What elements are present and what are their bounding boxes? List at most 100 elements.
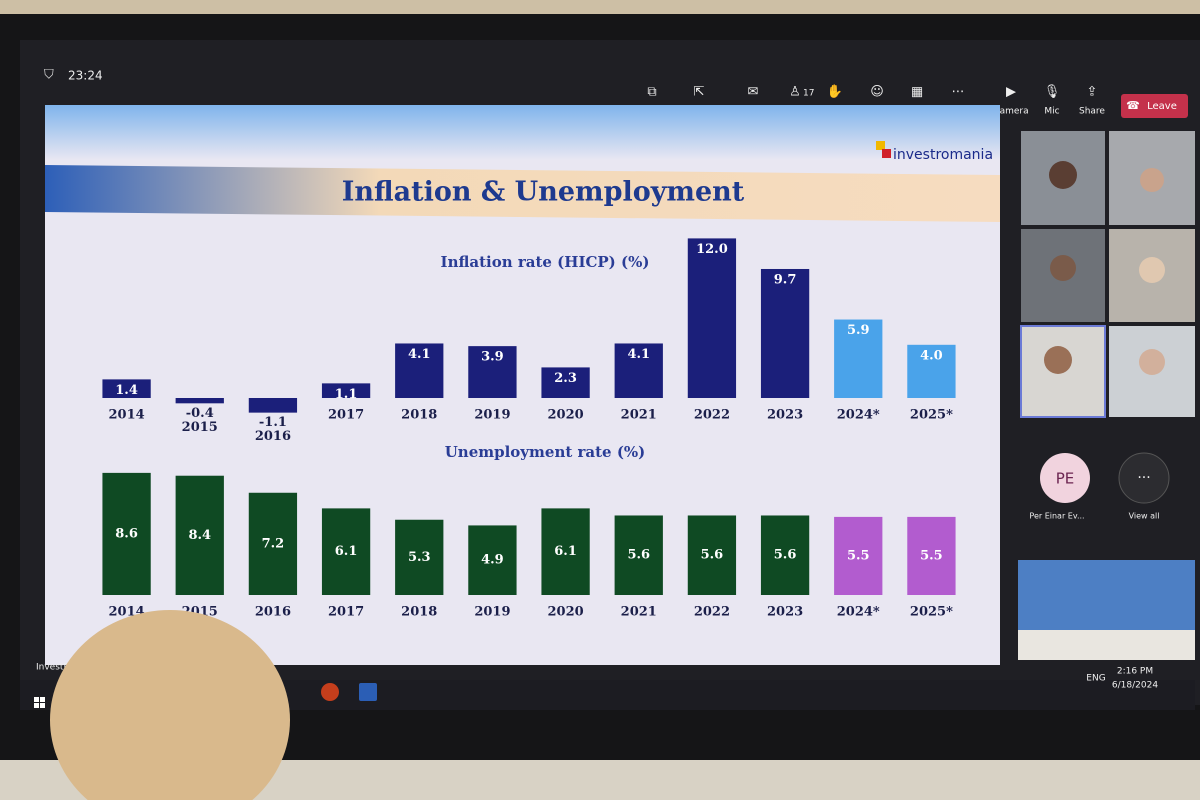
bar bbox=[248, 492, 298, 595]
category-label: 2017 bbox=[328, 408, 364, 423]
meeting-time: 23:24 bbox=[68, 69, 103, 83]
category-label: 2016 bbox=[255, 429, 291, 444]
leave-button[interactable] bbox=[1121, 94, 1188, 118]
bar bbox=[760, 515, 810, 595]
wall-top bbox=[0, 0, 1200, 14]
category-label: 2020 bbox=[547, 605, 583, 620]
bar bbox=[834, 319, 883, 398]
start-icon[interactable] bbox=[40, 697, 45, 702]
word-icon[interactable] bbox=[359, 683, 377, 701]
bar bbox=[175, 398, 224, 404]
bar bbox=[468, 346, 517, 398]
category-label: 2022 bbox=[694, 605, 730, 620]
value-label: 5.6 bbox=[627, 548, 650, 563]
value-label: 2.3 bbox=[554, 371, 577, 386]
people-count: 17 bbox=[803, 89, 814, 99]
bar bbox=[175, 475, 224, 595]
category-label: 2025* bbox=[910, 605, 953, 620]
value-label: 5.9 bbox=[847, 323, 870, 338]
more-icon: ··· bbox=[1137, 470, 1150, 486]
bar bbox=[321, 508, 371, 595]
toolbar-icon: ⇪ bbox=[1087, 85, 1098, 100]
start-icon[interactable] bbox=[40, 703, 45, 708]
toolbar-icon: ⧉ bbox=[647, 85, 656, 100]
bar bbox=[907, 516, 956, 595]
bar bbox=[102, 379, 151, 398]
person bbox=[1139, 349, 1165, 375]
person bbox=[1139, 257, 1165, 283]
toolbar-icon: ▶ bbox=[1006, 85, 1016, 100]
toolbar-label[interactable]: Mic bbox=[1044, 107, 1059, 117]
toolbar-icon: ✋ bbox=[827, 84, 843, 100]
category-label: 2018 bbox=[401, 408, 437, 423]
value-label: 5.6 bbox=[774, 548, 797, 563]
value-label: 9.7 bbox=[774, 272, 797, 287]
category-label: 2025* bbox=[910, 408, 953, 423]
value-label: 3.9 bbox=[481, 350, 504, 365]
logo: investromania bbox=[893, 147, 993, 163]
toolbar-label[interactable]: Camera bbox=[993, 107, 1028, 117]
person bbox=[1049, 161, 1077, 189]
logo-mark bbox=[876, 141, 885, 150]
shield-icon: ⛉ bbox=[44, 68, 54, 83]
value-label: 4.0 bbox=[920, 348, 943, 363]
category-label: 2021 bbox=[621, 408, 657, 423]
bar bbox=[395, 343, 444, 398]
value-label: 4.1 bbox=[627, 347, 650, 362]
person bbox=[1050, 255, 1076, 281]
value-label: 8.4 bbox=[188, 528, 211, 543]
participant-name: Per Einar Ev... bbox=[1029, 512, 1084, 521]
bar bbox=[614, 515, 663, 595]
value-label: 12.0 bbox=[696, 242, 728, 257]
powerpoint-icon[interactable] bbox=[321, 683, 339, 701]
slide-banner bbox=[45, 165, 1000, 222]
bar bbox=[614, 343, 663, 398]
category-label: 2015 bbox=[182, 420, 218, 435]
start-icon[interactable] bbox=[34, 697, 39, 702]
toolbar-icon: 🎙 bbox=[1044, 84, 1061, 100]
view-all-button[interactable] bbox=[1118, 452, 1170, 504]
slide-header bbox=[45, 105, 1000, 160]
bar bbox=[687, 238, 737, 398]
bar bbox=[907, 344, 956, 398]
toolbar-label[interactable]: Share bbox=[1079, 107, 1105, 117]
app-title: InvestRom bbox=[36, 663, 84, 673]
video-tiles bbox=[1020, 131, 1195, 418]
view-all-label: View all bbox=[1129, 512, 1160, 521]
avatar[interactable] bbox=[1040, 453, 1090, 503]
person bbox=[1140, 168, 1164, 192]
bar bbox=[395, 519, 444, 595]
category-label: 2019 bbox=[474, 605, 510, 620]
language: ENG bbox=[1086, 674, 1105, 684]
category-label: 2022 bbox=[694, 408, 730, 423]
toolbar-icon: ✉ bbox=[748, 85, 759, 100]
value-label: 4.1 bbox=[408, 347, 431, 362]
chart-title: Unemployment rate (%) bbox=[445, 443, 646, 461]
leave-label: Leave bbox=[1147, 101, 1177, 112]
bar bbox=[541, 367, 590, 398]
category-label: 2014 bbox=[108, 408, 144, 423]
value-label: 5.6 bbox=[701, 548, 724, 563]
logo-mark bbox=[882, 149, 891, 158]
value-label: 6.1 bbox=[335, 544, 358, 559]
toolbar-icon: ♙ bbox=[789, 85, 801, 100]
toolbar-icon: ⇱ bbox=[694, 85, 705, 100]
toolbar-icon: ▦ bbox=[911, 85, 923, 100]
category-label: 2018 bbox=[401, 605, 437, 620]
phone-icon: ☎ bbox=[1126, 99, 1140, 112]
clock-time: 2:16 PM bbox=[1117, 667, 1153, 677]
value-label: 6.1 bbox=[554, 544, 577, 559]
category-label: 2021 bbox=[621, 605, 657, 620]
start-icon[interactable] bbox=[34, 703, 39, 708]
value-label: 1.1 bbox=[335, 387, 358, 402]
category-label: 2019 bbox=[474, 408, 510, 423]
bar bbox=[760, 268, 810, 398]
clock-date: 6/18/2024 bbox=[1112, 681, 1158, 691]
bar bbox=[834, 516, 883, 595]
bar bbox=[541, 508, 590, 595]
value-label: -0.4 bbox=[186, 406, 214, 421]
category-label: 2017 bbox=[328, 605, 364, 620]
slide-title: Inflation & Unemployment bbox=[342, 177, 745, 208]
